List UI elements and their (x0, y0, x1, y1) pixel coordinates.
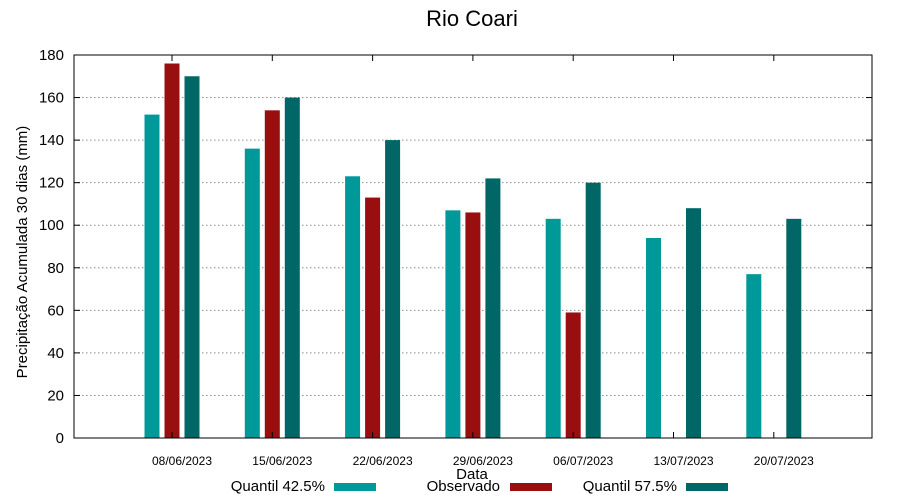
bar-quantil-42-5--4 (545, 218, 561, 438)
legend-label: Quantil 57.5% (583, 478, 677, 495)
bars-layer (144, 63, 802, 439)
bar-quantil-42-5--0 (144, 114, 160, 439)
y-tick-label: 20 (47, 387, 64, 404)
bar-quantil-42-5--5 (646, 237, 661, 438)
y-tick-label: 160 (39, 90, 64, 107)
bar-observado-4 (565, 312, 581, 438)
bar-quantil-57-5--6 (786, 218, 802, 438)
x-tick-label: 20/07/2023 (754, 454, 814, 468)
x-tick-label: 08/06/2023 (152, 454, 212, 468)
bar-quantil-57-5--5 (686, 208, 701, 438)
x-tick-label: 13/07/2023 (653, 454, 713, 468)
bar-quantil-57-5--4 (585, 182, 601, 438)
bar-observado-2 (365, 197, 381, 438)
legend-swatch (334, 483, 376, 491)
bar-quantil-57-5--1 (284, 97, 300, 439)
legend-label: Observado (427, 478, 500, 495)
bar-observado-3 (465, 212, 481, 438)
bar-quantil-42-5--6 (746, 274, 762, 438)
y-tick-label: 120 (39, 175, 64, 192)
chart-title: Rio Coari (426, 6, 518, 31)
ticks-layer: 0 20 40 60 80 100 120 140 160 180 08/06/2023 15/06/… (39, 47, 872, 468)
x-axis-title: Data (456, 466, 488, 483)
bar-quantil-42-5--3 (445, 210, 461, 438)
y-tick-label: 80 (47, 260, 64, 277)
legend-swatch (686, 483, 728, 491)
y-tick-label: 140 (39, 132, 64, 149)
x-tick-label: 22/06/2023 (353, 454, 413, 468)
bar-observado-0 (164, 63, 180, 439)
bar-quantil-57-5--2 (385, 140, 401, 438)
y-tick-label: 40 (47, 345, 64, 362)
legend: Quantil 42.5% Observado Quantil 57.5% (231, 478, 728, 495)
bar-quantil-42-5--1 (244, 148, 260, 438)
y-axis-title: Precipitação Acumulada 30 dias (mm) (14, 126, 31, 379)
bar-quantil-57-5--3 (485, 178, 501, 438)
bar-quantil-42-5--2 (345, 176, 361, 439)
bar-quantil-57-5--0 (184, 76, 200, 439)
legend-swatch (510, 483, 552, 491)
legend-label: Quantil 42.5% (231, 478, 325, 495)
grid-layer (74, 97, 872, 396)
y-tick-label: 180 (39, 47, 64, 64)
y-tick-label: 60 (47, 302, 64, 319)
x-tick-label: 15/06/2023 (252, 454, 312, 468)
x-tick-label: 29/06/2023 (453, 454, 513, 468)
x-tick-label: 06/07/2023 (553, 454, 613, 468)
bar-observado-1 (264, 110, 280, 439)
y-tick-label: 100 (39, 217, 64, 234)
y-tick-label: 0 (56, 430, 64, 447)
